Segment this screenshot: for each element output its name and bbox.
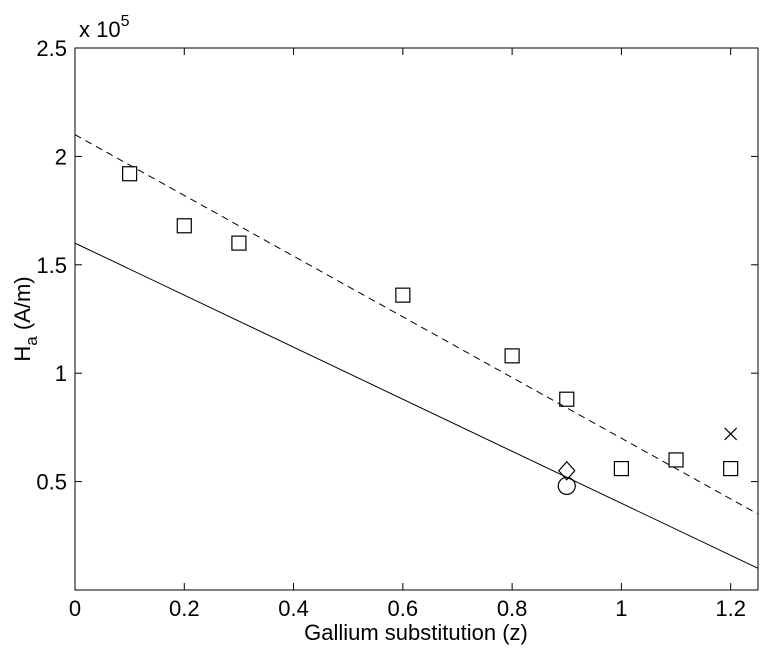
data-markers [122, 166, 739, 496]
dashed-fit-line [74, 134, 759, 515]
circle-marker [557, 476, 576, 496]
square-marker [395, 287, 411, 303]
solid-fit-line [74, 242, 759, 569]
square-marker [723, 460, 739, 477]
x-axis-label: Gallium substitution (z) [304, 620, 528, 645]
y-axis-label-subscript: a [22, 336, 41, 346]
square-marker [559, 391, 575, 407]
square-marker [176, 218, 192, 234]
x-tick-label: 1 [615, 596, 627, 621]
y-tick-label: 2 [55, 144, 67, 169]
y-tick-label: 2.5 [36, 36, 67, 61]
y-tick-label: 1.5 [36, 253, 67, 278]
y-axis-label-main: H [10, 346, 35, 362]
y-tick-label: 1 [55, 361, 67, 386]
x-tick-label: 0.2 [169, 596, 200, 621]
square-marker [231, 235, 247, 251]
x-tick-label: 0.4 [278, 596, 309, 621]
plot-frame [74, 47, 759, 591]
plot-area: 0 0.2 0.4 0.6 0.8 1 1.2 0.5 1 1.5 2 2.5 [36, 36, 759, 621]
square-marker [613, 460, 630, 477]
y-tick-label: 0.5 [36, 470, 67, 495]
x-axis-ticks: 0 0.2 0.4 0.6 0.8 1 1.2 [69, 48, 746, 621]
square-marker [122, 166, 138, 182]
svg-text:Ha (A/m): Ha (A/m) [10, 276, 41, 361]
y-multiplier: x 105 [79, 13, 130, 42]
x-tick-label: 0.8 [497, 596, 528, 621]
square-marker [668, 452, 684, 468]
y-multiplier-prefix: x 10 [79, 17, 121, 42]
diamond-marker [557, 460, 576, 481]
cross-marker [724, 427, 738, 441]
x-tick-label: 1.2 [715, 596, 746, 621]
x-tick-label: 0.6 [388, 596, 419, 621]
y-axis-label: Ha (A/m) [10, 276, 41, 361]
fit-lines [74, 134, 759, 569]
square-marker [504, 348, 520, 364]
y-axis-ticks: 0.5 1 1.5 2 2.5 [36, 36, 758, 495]
y-multiplier-exponent: 5 [121, 13, 130, 30]
y-axis-label-unit: (A/m) [10, 276, 35, 336]
x-tick-label: 0 [69, 596, 81, 621]
